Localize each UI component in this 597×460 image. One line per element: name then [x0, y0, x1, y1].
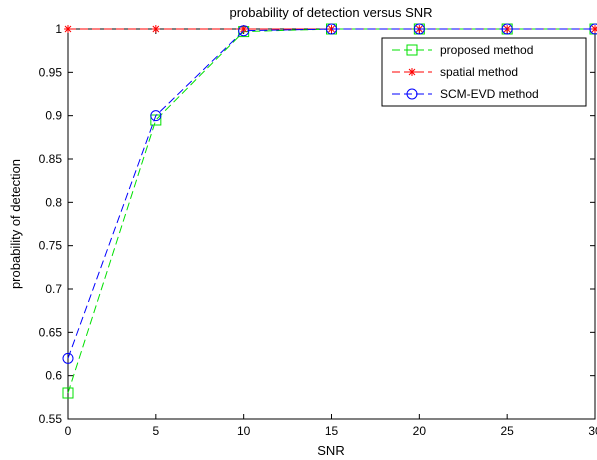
data-point-scm-evd-method	[150, 110, 162, 122]
legend-marker-spatial-method	[408, 68, 416, 76]
x-tick-label: 30	[588, 424, 597, 438]
y-tick-label: 0.85	[39, 152, 63, 166]
x-tick-label: 25	[500, 424, 514, 438]
legend-marker-proposed-method	[406, 44, 418, 56]
legend-entry-spatial-method: spatial method	[392, 65, 518, 79]
legend-label-proposed-method: proposed method	[440, 43, 533, 57]
series-scm-evd-method	[62, 23, 597, 364]
legend-entry-scm-evd-method: SCM-EVD method	[392, 87, 539, 101]
y-tick-label: 0.9	[45, 109, 62, 123]
data-point-spatial-method	[239, 25, 248, 33]
chart-title: probability of detection versus SNR	[229, 5, 432, 20]
x-tick-label: 20	[413, 424, 427, 438]
y-axis-title: probability of detection	[8, 159, 23, 289]
y-tick-label: 0.95	[39, 65, 63, 79]
legend-label-scm-evd-method: SCM-EVD method	[440, 87, 539, 101]
data-point-spatial-method	[591, 25, 597, 33]
y-tick-label: 0.55	[39, 412, 63, 426]
y-tick-label: 0.7	[45, 282, 62, 296]
x-tick-label: 5	[152, 424, 159, 438]
data-point-spatial-method	[151, 25, 160, 33]
data-point-scm-evd-method	[62, 352, 74, 364]
y-tick-label: 0.8	[45, 195, 62, 209]
data-point-scm-evd-method	[413, 23, 425, 35]
x-tick-label: 15	[325, 424, 339, 438]
x-axis-title: SNR	[317, 443, 344, 458]
x-tick-label: 10	[237, 424, 251, 438]
data-point-scm-evd-method	[501, 23, 513, 35]
series-layer	[62, 23, 597, 399]
y-tick-label: 1	[55, 22, 62, 36]
data-point-scm-evd-method	[589, 23, 597, 35]
data-point-proposed-method	[62, 387, 74, 399]
y-tick-label: 0.6	[45, 369, 62, 383]
data-point-scm-evd-method	[326, 23, 337, 35]
x-tick-label: 0	[65, 424, 72, 438]
legend-entry-proposed-method: proposed method	[392, 43, 533, 57]
legend-marker-scm-evd-method	[406, 88, 418, 100]
data-point-spatial-method	[64, 25, 72, 33]
y-tick-label: 0.65	[39, 325, 63, 339]
axis-ticks: 0 5 10 15 20 25 30 0.55 0.6 0.65 0.7 0.75 0.8 0.85 0.9…	[39, 22, 597, 438]
y-tick-label: 0.75	[39, 239, 63, 253]
series-line-scm-evd-method	[67, 28, 595, 359]
legend-label-spatial-method: spatial method	[440, 65, 518, 79]
data-point-scm-evd-method	[238, 25, 250, 37]
legend: proposed method spatial method SCM-EVD met…	[381, 37, 587, 107]
